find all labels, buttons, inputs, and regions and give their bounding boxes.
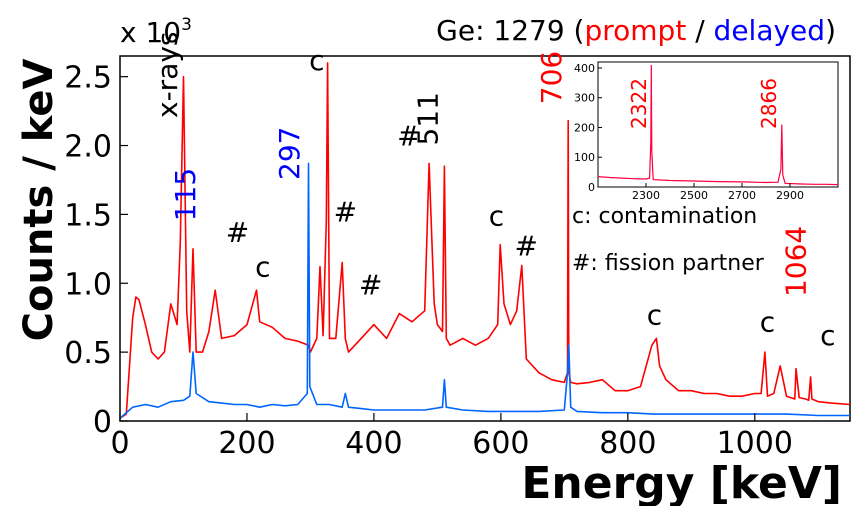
- peak-annotation: x-rays: [151, 31, 184, 118]
- peak-annotation: c: [255, 250, 270, 283]
- chart-title: Ge: 1279 (prompt / delayed): [436, 14, 836, 47]
- y-tick-label: 1.5: [64, 198, 112, 233]
- peak-annotation: c: [820, 319, 835, 352]
- y-tick-label: 2.0: [64, 130, 112, 165]
- peak-annotation: #: [334, 195, 357, 228]
- inset-y-tick-label: 200: [574, 121, 595, 134]
- inset-peak-annotation: 2866: [757, 78, 781, 129]
- peak-annotation: 706: [535, 51, 568, 104]
- title-part-4: ): [825, 14, 836, 47]
- y-multiplier-exponent: 3: [181, 15, 192, 35]
- title-part-3: delayed: [714, 14, 826, 47]
- series-line-1: [119, 162, 850, 419]
- peak-annotation: #: [226, 216, 249, 249]
- peak-annotation: 1064: [780, 226, 813, 297]
- peak-annotation: #: [359, 268, 382, 301]
- inset-x-tick-label: 2700: [728, 189, 756, 202]
- inset-frame: [597, 61, 839, 188]
- x-axis-label: Energy [keV]: [521, 458, 842, 506]
- peak-annotation: #: [397, 120, 420, 153]
- legend-note-contamination: c: contamination: [572, 204, 757, 229]
- inset-x-tick-label: 2900: [776, 189, 804, 202]
- peak-annotation: 297: [273, 127, 306, 180]
- title-part-1: prompt: [584, 14, 686, 47]
- peak-annotation: 511: [411, 92, 444, 145]
- peak-annotation: c: [489, 199, 504, 232]
- series-line-0: [119, 62, 851, 419]
- title-part-2: /: [686, 14, 713, 47]
- inset-series-line-0: [597, 64, 839, 186]
- y-tick-label: 1.0: [64, 267, 112, 302]
- main-plot-frame: [119, 55, 851, 422]
- y-tick-label: 0.5: [64, 336, 112, 371]
- peak-annotation: c: [760, 305, 775, 338]
- peak-annotation: c: [309, 44, 324, 77]
- legend-note-fission: #: fission partner: [572, 251, 765, 276]
- x-tick-label: 200: [218, 426, 275, 461]
- x-tick-label: 400: [345, 426, 402, 461]
- main-plot-area: 0 200 400 600 800 1000 00.51.01.52.02.5 x-ray…: [64, 31, 851, 461]
- peak-annotation: c: [647, 299, 662, 332]
- peak-annotation: #: [515, 230, 538, 263]
- x-tick-label: 600: [472, 426, 529, 461]
- peak-annotation: 115: [169, 168, 202, 221]
- inset-x-tick-label: 2500: [680, 189, 708, 202]
- y-tick-label: 0: [93, 405, 112, 440]
- inset-x-tick-label: 2300: [632, 189, 660, 202]
- y-tick-label: 2.5: [64, 61, 112, 96]
- inset-plot-area: 2300 2500 2700 2900 0 100 200 300 400 2322 2866: [574, 61, 839, 202]
- y-axis-label: Counts / keV: [16, 59, 62, 342]
- x-tick-label: 0: [110, 426, 129, 461]
- title-part-0: Ge: 1279 (: [436, 14, 584, 47]
- x-tick-label: 1000: [717, 426, 793, 461]
- inset-y-tick-label: 0: [588, 181, 595, 194]
- x-tick-label: 800: [599, 426, 656, 461]
- inset-y-tick-label: 400: [574, 62, 595, 75]
- y-multiplier: x 103: [120, 15, 192, 49]
- inset-y-tick-label: 300: [574, 92, 595, 105]
- inset-peak-annotation: 2322: [627, 78, 651, 129]
- inset-y-tick-label: 100: [574, 151, 595, 164]
